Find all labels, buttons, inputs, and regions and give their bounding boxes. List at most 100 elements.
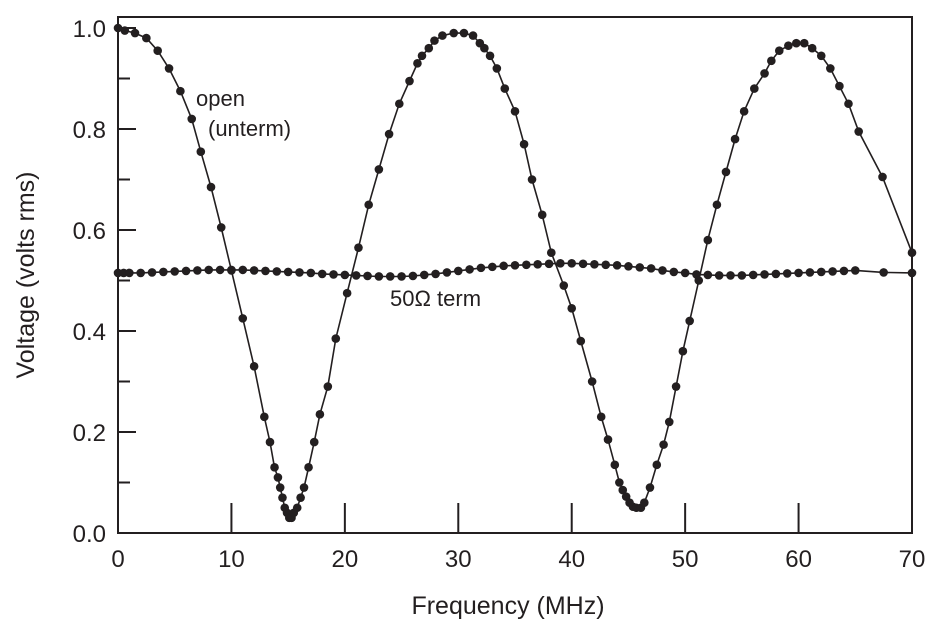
data-point [147, 268, 157, 277]
data-point [760, 69, 769, 78]
data-point [748, 270, 758, 280]
data-point [424, 43, 434, 53]
x-axis-label: Frequency (MHz) [411, 592, 604, 620]
data-point [136, 268, 145, 278]
data-point [826, 64, 835, 73]
data-point [249, 266, 259, 275]
data-point [635, 263, 645, 272]
data-point [596, 412, 606, 422]
data-point [510, 107, 520, 116]
data-point [275, 483, 285, 492]
data-point [612, 261, 622, 270]
data-point [726, 271, 735, 280]
data-point [342, 288, 352, 298]
data-point [142, 33, 151, 43]
y-tick-label: 0.0 [73, 521, 106, 548]
data-point [273, 473, 283, 482]
annotation-unterm: (unterm) [208, 116, 291, 141]
data-point [712, 200, 722, 210]
data-point [500, 84, 510, 93]
data-point [465, 265, 474, 274]
y-axis-label: Voltage (volts rms) [12, 171, 40, 378]
data-point [760, 270, 769, 279]
data-point [659, 440, 668, 449]
data-point [692, 270, 701, 279]
data-point [544, 259, 554, 269]
data-point [640, 498, 649, 508]
data-point [556, 259, 565, 268]
data-point [216, 223, 226, 232]
y-axis: 0.0 0.2 0.4 0.6 0.8 1.0 [73, 16, 136, 548]
data-point [721, 167, 731, 177]
data-point [510, 261, 520, 270]
data-point [395, 99, 404, 109]
data-point [164, 64, 174, 73]
data-point [238, 314, 248, 323]
data-point [685, 316, 694, 326]
data-point [730, 134, 740, 144]
data-point [799, 38, 809, 48]
data-point [283, 267, 293, 277]
data-point [397, 272, 406, 281]
data-point [578, 259, 588, 269]
data-point [805, 268, 815, 277]
data-point [299, 483, 309, 492]
data-point [646, 264, 656, 273]
data-point [879, 268, 888, 277]
data-point [601, 260, 611, 270]
data-point [459, 28, 469, 38]
data-point [193, 266, 202, 275]
data-point [227, 265, 236, 275]
data-point [206, 182, 216, 192]
data-point [215, 265, 225, 275]
x-tick-label: 60 [785, 546, 812, 573]
data-point [767, 56, 776, 66]
y-tick-label: 1.0 [73, 16, 106, 43]
data-point [618, 485, 628, 495]
data-point [816, 51, 826, 61]
data-point [364, 200, 373, 210]
data-point [363, 271, 372, 281]
data-point [485, 51, 495, 61]
data-point [839, 266, 849, 276]
data-point [181, 266, 191, 276]
annotation-50ohm-term: 50Ω term [390, 286, 481, 311]
data-point [774, 46, 784, 56]
y-tick-label: 0.6 [73, 218, 106, 245]
data-point [794, 268, 803, 278]
data-point [907, 248, 917, 258]
data-point [610, 460, 620, 470]
data-point [587, 377, 597, 386]
data-point [408, 271, 418, 281]
data-point [130, 28, 140, 38]
x-axis: 0 10 20 30 40 50 60 70 [111, 503, 925, 573]
series-group [113, 23, 917, 523]
data-point [340, 270, 350, 280]
data-point [784, 41, 793, 50]
data-point [204, 265, 214, 275]
data-point [567, 303, 577, 313]
data-point [854, 127, 863, 136]
data-point [519, 139, 529, 149]
data-point [559, 281, 569, 290]
x-tick-label: 10 [218, 546, 245, 573]
data-point [295, 268, 304, 277]
data-point [792, 38, 801, 48]
data-point [374, 165, 384, 174]
series-50ohm-term [113, 259, 917, 281]
data-point [278, 493, 287, 502]
data-point [323, 382, 333, 391]
data-point [537, 210, 547, 220]
data-point [844, 99, 853, 109]
data-point [816, 267, 826, 277]
data-point [419, 270, 429, 280]
data-point [522, 260, 531, 270]
x-tick-label: 0 [111, 546, 124, 573]
data-point [750, 84, 759, 93]
data-point [907, 268, 917, 278]
data-point [196, 147, 206, 157]
data-point [270, 463, 279, 472]
data-point [499, 261, 508, 271]
data-point [159, 267, 168, 277]
